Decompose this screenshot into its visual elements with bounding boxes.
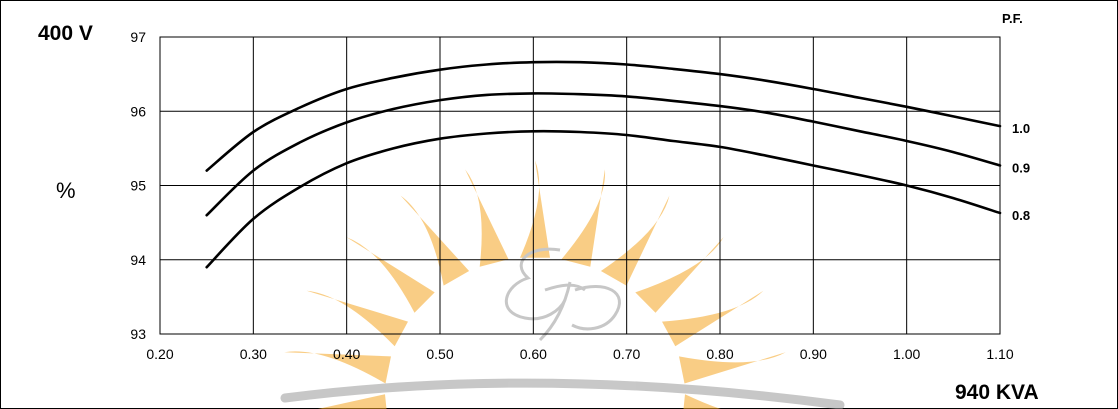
x-tick-label: 0.30 [240, 346, 267, 362]
voltage-label: 400 V [38, 22, 93, 45]
sun-rays-watermark [284, 160, 786, 409]
y-tick-label: 95 [130, 178, 146, 194]
series-label: 1.0 [1012, 121, 1030, 136]
sun-ray [400, 195, 470, 286]
y-tick-label: 97 [130, 29, 146, 45]
series-label: 0.8 [1012, 208, 1030, 223]
sun-ray [662, 290, 764, 347]
sun-ray [465, 169, 509, 267]
x-axis-ticks: 0.20 0.30 0.40 0.50 0.60 0.70 0.80 0.90 1.00 1.10 [146, 346, 1013, 362]
plot-area [159, 36, 1001, 335]
rating-label: 940 KVA [955, 381, 1039, 404]
x-tick-label: 0.80 [706, 346, 733, 362]
series-line-pf-0-9 [205, 92, 1002, 217]
y-tick-label: 93 [130, 326, 146, 342]
x-tick-label: 0.40 [333, 346, 360, 362]
x-tick-label: 0.60 [520, 346, 547, 362]
x-tick-label: 0.70 [613, 346, 640, 362]
sun-ray [683, 394, 721, 409]
watermark-logo [280, 160, 845, 409]
series-line-pf-1-0 [205, 60, 1002, 172]
series-label: 0.9 [1012, 160, 1030, 175]
sun-ray [561, 169, 606, 267]
sun-ray [306, 290, 408, 347]
y-axis-label: % [56, 178, 76, 203]
y-tick-label: 96 [130, 103, 146, 119]
x-tick-label: 0.50 [426, 346, 453, 362]
sun-ray [635, 237, 724, 313]
legend-labels: 1.0 0.9 0.8 [1012, 121, 1030, 223]
sun-ray [520, 160, 550, 258]
ep-monogram-watermark [504, 247, 621, 342]
watermark-arc [280, 378, 845, 409]
efficiency-curves [205, 60, 1002, 269]
sun-ray [600, 195, 670, 286]
series-line-pf-0-8 [205, 129, 1002, 269]
x-tick-label: 1.10 [986, 346, 1013, 362]
sun-ray [346, 237, 435, 313]
x-tick-label: 0.90 [800, 346, 827, 362]
y-tick-label: 94 [130, 252, 146, 268]
sun-ray [317, 394, 387, 409]
legend-title: P.F. [1002, 11, 1023, 26]
x-tick-label: 0.20 [146, 346, 173, 362]
sun-ray [679, 352, 786, 384]
x-tick-label: 1.00 [893, 346, 920, 362]
y-axis-ticks: 93 94 95 96 97 [130, 29, 146, 342]
sun-ray [284, 351, 391, 384]
